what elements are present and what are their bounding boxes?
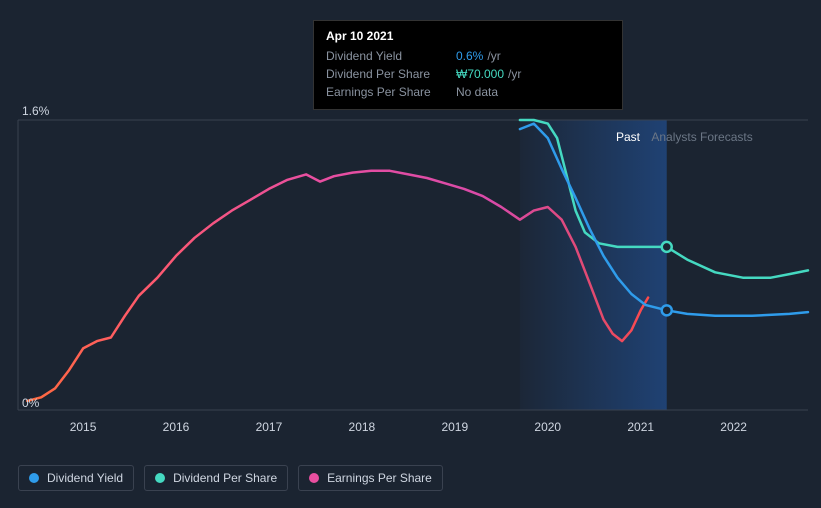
forecast-label: Analysts Forecasts [651, 130, 752, 144]
x-axis-label: 2019 [441, 420, 468, 434]
x-axis-label: 2020 [534, 420, 561, 434]
legend-item-label: Dividend Yield [47, 471, 123, 485]
tooltip-row-unit: /yr [487, 47, 500, 65]
tooltip-row: Dividend Yield0.6% /yr [326, 47, 610, 65]
tooltip-row: Earnings Per ShareNo data [326, 83, 610, 101]
x-axis-label: 2021 [627, 420, 654, 434]
y-axis-label: 1.6% [22, 104, 49, 118]
x-axis-label: 2022 [720, 420, 747, 434]
x-axis-label: 2015 [70, 420, 97, 434]
tooltip-row: Dividend Per Share₩70.000/yr [326, 65, 610, 83]
tooltip-row-value: ₩70.000 [456, 65, 504, 83]
legend-swatch-icon [309, 473, 319, 483]
legend-swatch-icon [155, 473, 165, 483]
chart-tooltip: Apr 10 2021 Dividend Yield0.6%/yrDividen… [313, 20, 623, 110]
x-axis-label: 2017 [256, 420, 283, 434]
past-label: Past [616, 130, 640, 144]
tooltip-row-label: Earnings Per Share [326, 83, 456, 101]
tooltip-date: Apr 10 2021 [326, 29, 610, 43]
legend-item-label: Earnings Per Share [327, 471, 432, 485]
tooltip-row-label: Dividend Yield [326, 47, 456, 65]
past-forecast-labels: Past Analysts Forecasts [616, 130, 753, 144]
legend-item[interactable]: Dividend Per Share [144, 465, 288, 491]
legend-swatch-icon [29, 473, 39, 483]
tooltip-row-label: Dividend Per Share [326, 65, 456, 83]
legend-item[interactable]: Earnings Per Share [298, 465, 443, 491]
tooltip-row-value: No data [456, 83, 498, 101]
x-axis-label: 2018 [349, 420, 376, 434]
legend-item[interactable]: Dividend Yield [18, 465, 134, 491]
tooltip-rows: Dividend Yield0.6%/yrDividend Per Share₩… [326, 47, 610, 101]
tooltip-row-unit: /yr [508, 65, 521, 83]
tooltip-row-value: 0.6% [456, 47, 483, 65]
x-axis-label: 2016 [163, 420, 190, 434]
y-axis-label: 0% [22, 396, 39, 410]
legend-item-label: Dividend Per Share [173, 471, 277, 485]
chart-legend: Dividend Yield Dividend Per Share Earnings… [18, 465, 443, 491]
